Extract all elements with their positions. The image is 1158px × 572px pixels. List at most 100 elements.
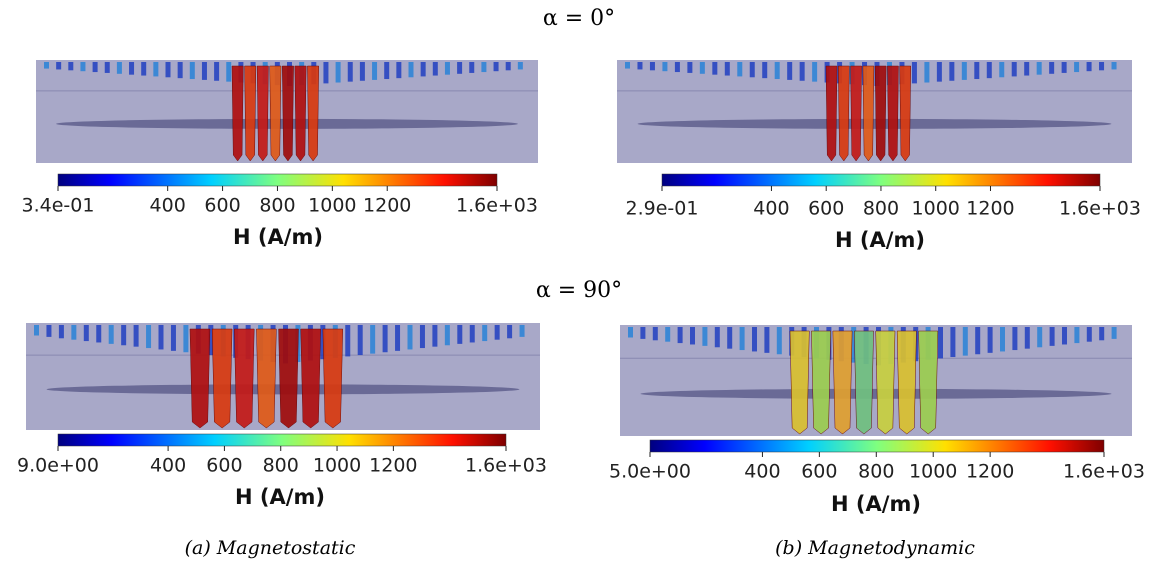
colorbar-label: H (A/m): [831, 492, 921, 516]
field-glyph: [92, 62, 98, 73]
colorbar: [649, 439, 1105, 453]
field-glyph: [357, 325, 363, 356]
coil-glyph: [850, 65, 862, 162]
field-glyph: [799, 62, 805, 81]
field-glyph: [170, 325, 176, 351]
field-glyph: [146, 325, 152, 349]
field-glyph: [335, 62, 341, 83]
colorbar-tick-label: 800: [863, 198, 899, 220]
field-glyph: [974, 62, 980, 80]
field-glyph: [787, 62, 793, 80]
coil-glyph: [887, 65, 899, 162]
field-glyph: [1086, 62, 1092, 72]
colorbar-tick-label: 800: [263, 455, 299, 477]
colorbar-tick-label: 1200: [966, 461, 1014, 483]
field-glyph: [1011, 62, 1017, 77]
colorbar-tick-label: 1000: [909, 461, 957, 483]
field-glyph: [482, 325, 488, 342]
field-glyph: [208, 325, 214, 356]
field-glyph: [507, 325, 513, 339]
field-glyph: [1049, 62, 1055, 74]
field-glyph: [158, 325, 164, 350]
coil-glyph: [825, 65, 838, 162]
field-glyph: [649, 62, 655, 71]
field-glyph: [961, 62, 967, 80]
field-glyph: [911, 62, 917, 84]
field-glyph: [625, 62, 630, 69]
field-glyph: [519, 325, 525, 337]
coil-glyph: [789, 330, 810, 435]
colorbar-tick-label: 1000: [912, 198, 960, 220]
coil-glyph: [896, 330, 917, 435]
field-glyph: [737, 62, 743, 77]
coil-glyph: [189, 328, 211, 429]
coil-glyph: [918, 330, 939, 435]
field-glyph: [189, 62, 195, 80]
field-glyph: [370, 325, 376, 354]
coil-glyph: [300, 328, 321, 429]
coil-glyph: [244, 65, 257, 162]
caption: (a) Magnetostatic: [185, 537, 356, 559]
field-glyph: [677, 327, 683, 344]
field-glyph: [699, 62, 705, 74]
colorbar-tick-label: 600: [204, 195, 240, 217]
field-glyph: [674, 62, 680, 73]
field-glyph: [702, 327, 708, 346]
coil-glyph: [231, 65, 244, 162]
field-glyph: [1024, 62, 1030, 76]
coil-glyph: [832, 330, 853, 435]
coil-glyph: [854, 330, 874, 435]
field-glyph: [1099, 62, 1105, 71]
field-glyph: [56, 62, 62, 70]
field-glyph: [444, 325, 450, 346]
field-glyph: [999, 62, 1005, 78]
field-glyph: [141, 62, 147, 76]
field-glyph: [96, 325, 102, 343]
field-glyph: [121, 325, 127, 346]
coil-glyph: [899, 65, 912, 162]
field-glyph: [177, 62, 183, 79]
simulation-image: [26, 323, 540, 430]
colorbar-tick-label: 5.0e+00: [609, 461, 691, 483]
field-glyph: [347, 62, 353, 82]
field-glyph: [407, 325, 413, 350]
field-glyph: [226, 62, 232, 82]
simulation-image: [617, 60, 1132, 163]
field-glyph: [83, 325, 89, 342]
field-glyph: [1086, 327, 1092, 342]
field-glyph: [752, 327, 757, 352]
field-glyph: [762, 62, 768, 79]
field-glyph: [419, 325, 425, 349]
field-glyph: [1061, 62, 1067, 73]
field-glyph: [724, 62, 730, 76]
field-glyph: [987, 327, 993, 353]
field-glyph: [71, 325, 77, 340]
field-glyph: [517, 62, 523, 70]
field-glyph: [1012, 327, 1018, 351]
coil-glyph: [282, 65, 294, 162]
field-glyph: [1037, 327, 1043, 348]
colorbar-tick-label: 600: [808, 198, 844, 220]
field-glyph: [153, 62, 159, 77]
field-glyph: [1062, 327, 1067, 345]
colorbar-tick-label: 1000: [313, 455, 361, 477]
coil-glyph: [811, 330, 831, 435]
coil-glyph: [278, 328, 299, 429]
field-glyph: [962, 327, 968, 356]
field-glyph: [58, 325, 64, 339]
field-glyph: [776, 327, 782, 355]
field-glyph: [812, 62, 818, 82]
colorbar-tick-label: 1200: [369, 455, 417, 477]
field-glyph: [395, 325, 401, 351]
colorbar-tick-label: 1200: [966, 198, 1014, 220]
colorbar-tick-label: 1.6e+03: [465, 455, 547, 477]
field-glyph: [384, 62, 390, 80]
field-glyph: [1024, 327, 1030, 349]
colorbar-label: H (A/m): [233, 225, 323, 249]
field-glyph: [764, 327, 770, 353]
field-glyph: [444, 62, 450, 75]
field-glyph: [938, 327, 943, 359]
colorbar-tick-label: 1000: [308, 195, 356, 217]
field-glyph: [68, 62, 74, 71]
coil-glyph: [838, 65, 850, 162]
